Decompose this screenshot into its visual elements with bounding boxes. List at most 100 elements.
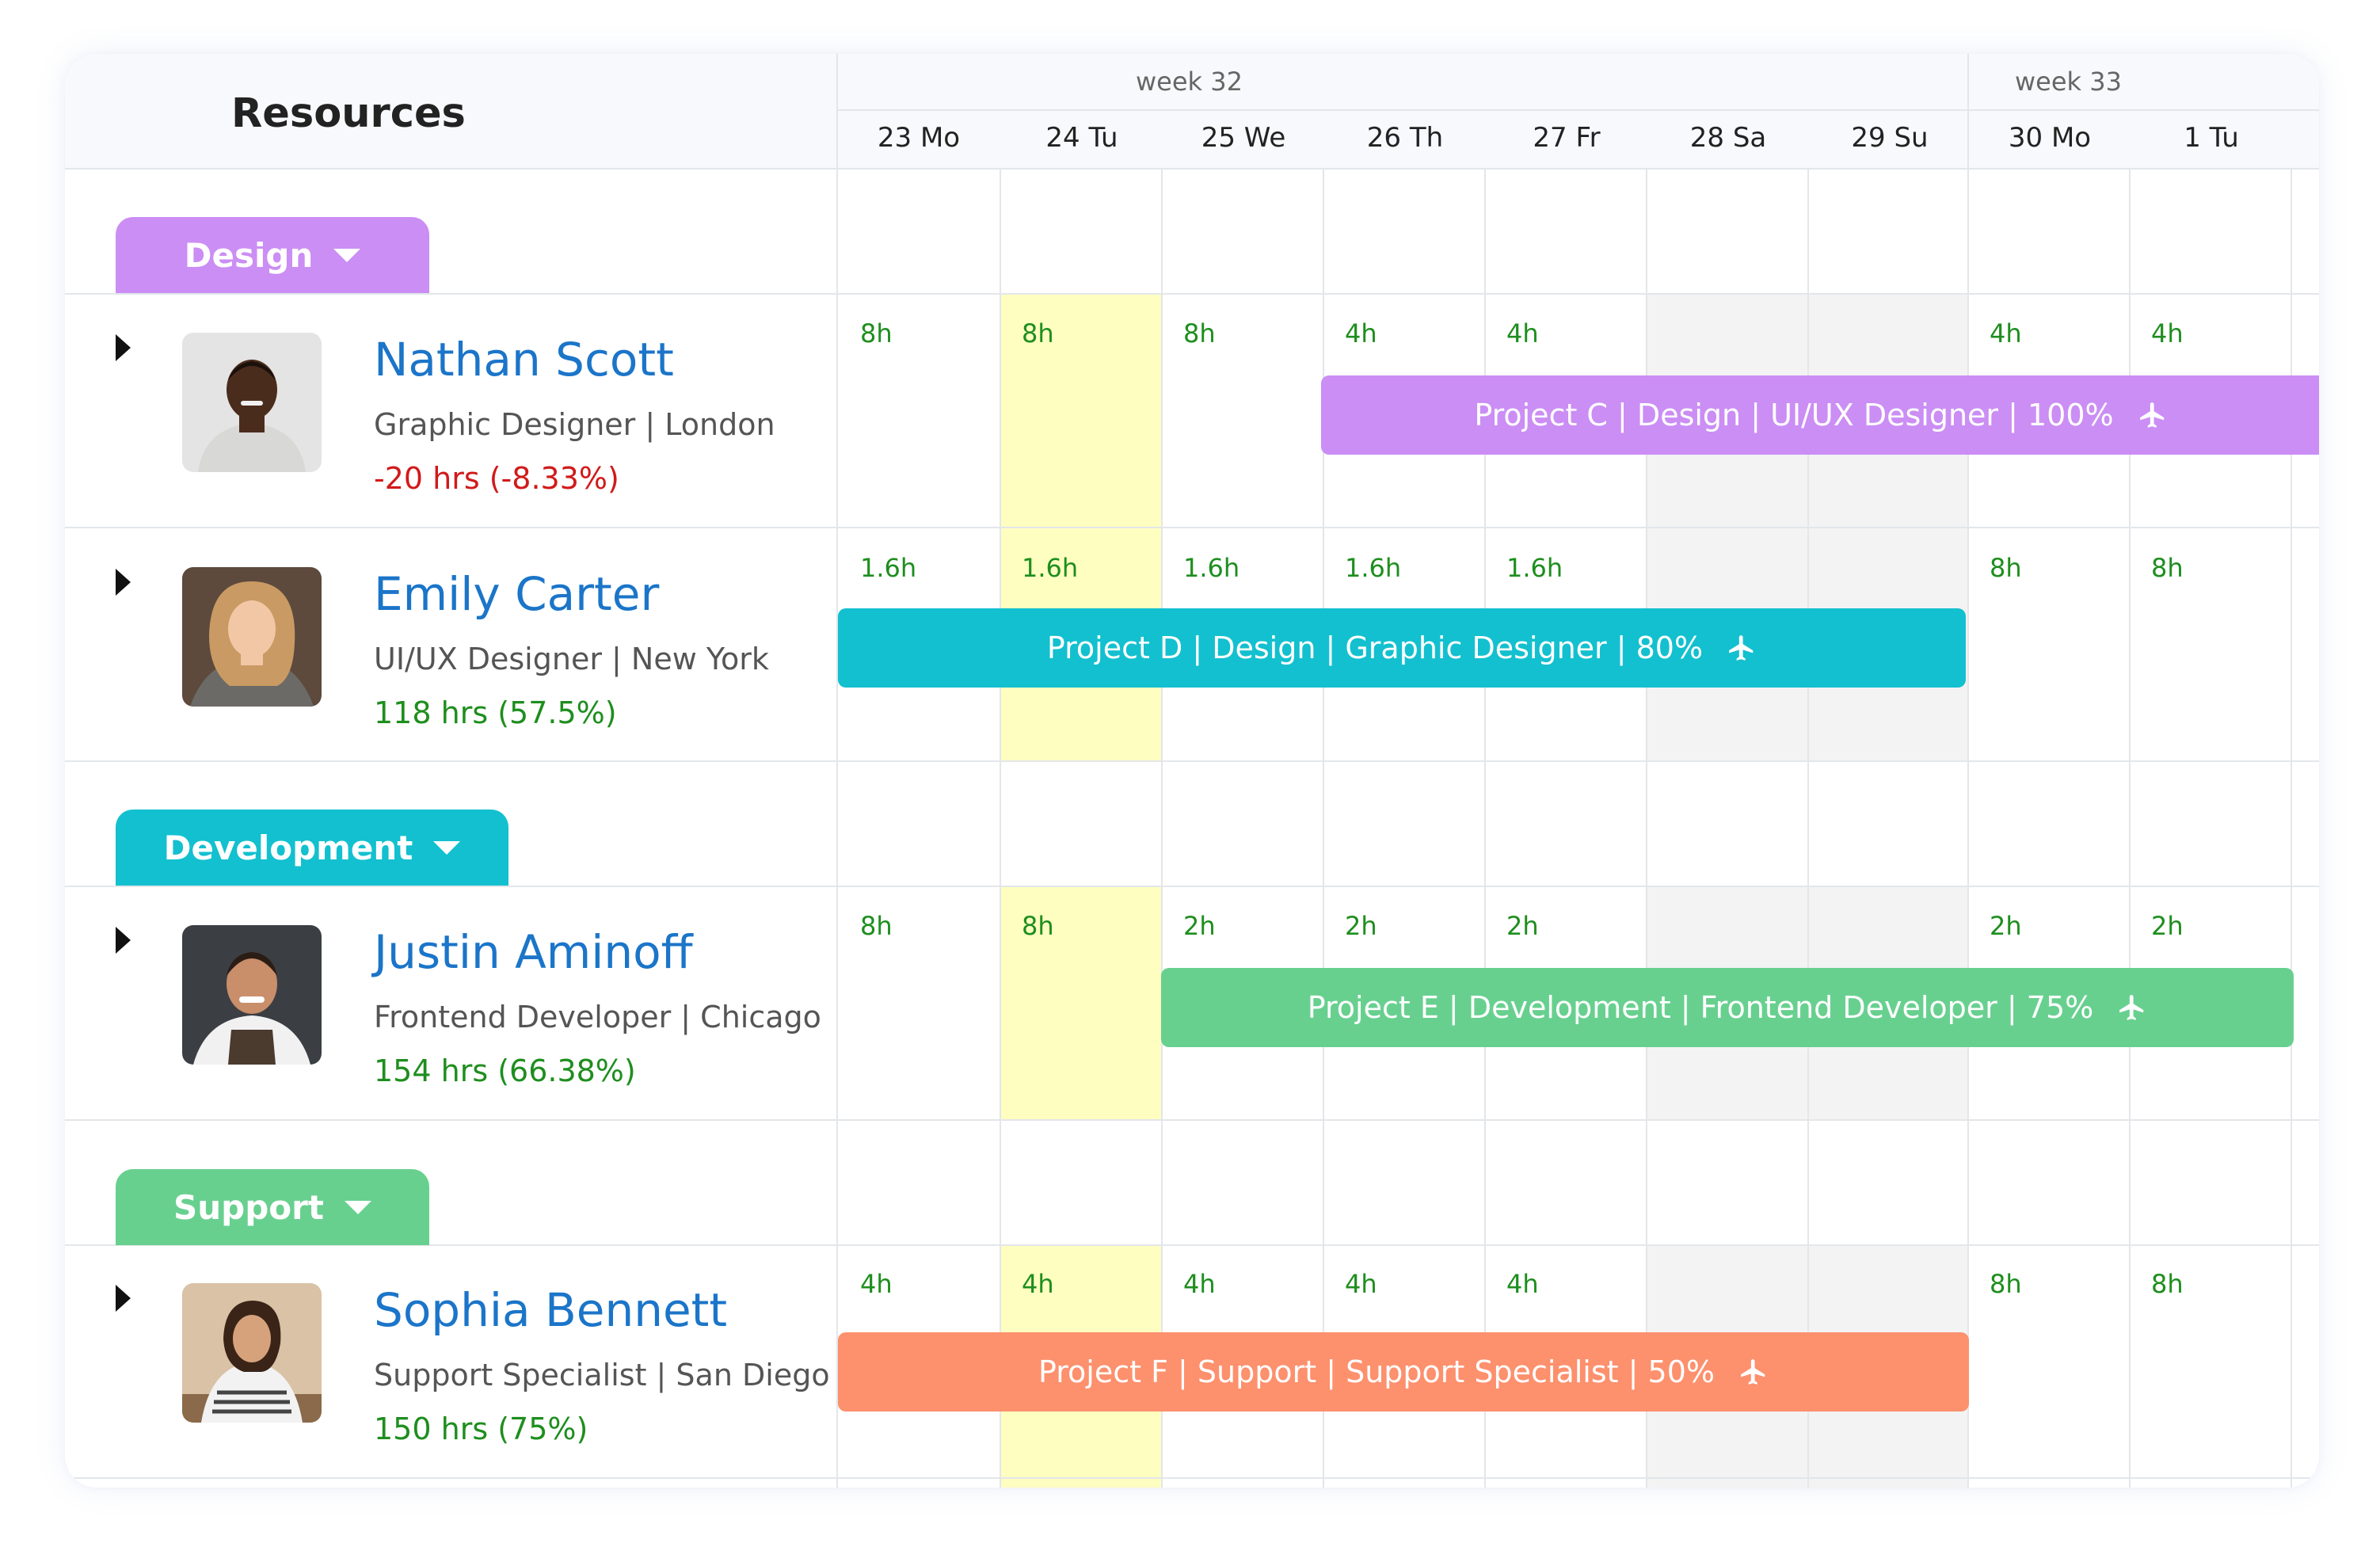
- project-bar[interactable]: Project E | Development | Frontend Devel…: [1161, 968, 2294, 1047]
- hours-cell: 4h: [1183, 1269, 1216, 1299]
- day-header: 23 Mo: [877, 122, 961, 154]
- day-header: 24 Tu: [1045, 122, 1118, 154]
- resource-utilization: 154 hrs (66.38%): [374, 1053, 636, 1088]
- grid-vline: [1161, 169, 1163, 1488]
- header-week-divider: [838, 109, 2319, 111]
- today-column-highlight: [1001, 295, 1163, 1488]
- hours-cell: 8h: [1022, 911, 1054, 941]
- day-header: 25 We: [1201, 122, 1286, 154]
- hours-cell: 4h: [1022, 1269, 1054, 1299]
- expand-row-icon[interactable]: [116, 1285, 131, 1312]
- resource-role: UI/UX Designer | New York: [374, 642, 769, 676]
- grid-vline: [1323, 169, 1324, 1488]
- avatar: [182, 1283, 322, 1423]
- group-pill-development[interactable]: Development: [116, 810, 508, 886]
- hours-cell: 4h: [860, 1269, 893, 1299]
- group-label: Design: [184, 235, 314, 275]
- grid-vline: [1807, 169, 1809, 1488]
- group-pill-design[interactable]: Design: [116, 217, 429, 293]
- airplane-icon: [1729, 635, 1754, 661]
- timeline-header: [65, 54, 2319, 169]
- row-divider: [65, 886, 2319, 887]
- grid-vline: [2291, 169, 2292, 1488]
- resource-name[interactable]: Emily Carter: [374, 567, 660, 621]
- hours-cell: 4h: [1345, 1269, 1377, 1299]
- week-label: week 33: [2015, 67, 2122, 97]
- day-header: 28 Sa: [1689, 122, 1767, 154]
- project-bar[interactable]: Project D | Design | Graphic Designer | …: [838, 608, 1966, 688]
- project-bar[interactable]: Project F | Support | Support Specialist…: [838, 1332, 1969, 1412]
- hours-cell: 2h: [1990, 911, 2022, 941]
- expand-row-icon[interactable]: [116, 569, 131, 596]
- grid-vline: [1646, 169, 1647, 1488]
- row-divider: [65, 293, 2319, 295]
- grid-vline: [1484, 169, 1486, 1488]
- hours-cell: 1.6h: [1183, 553, 1240, 583]
- hours-cell: 4h: [1506, 318, 1539, 349]
- airplane-icon: [2139, 402, 2164, 428]
- chevron-down-icon: [433, 840, 461, 855]
- hours-cell: 4h: [1506, 1269, 1539, 1299]
- hours-cell: 8h: [860, 911, 893, 941]
- airplane-icon: [2119, 995, 2144, 1020]
- grid-vline: [1000, 169, 1001, 1488]
- hours-cell: 1.6h: [860, 553, 917, 583]
- hours-cell: 2h: [1183, 911, 1216, 941]
- hours-cell: 4h: [1345, 318, 1377, 349]
- hours-cell: 2h: [1506, 911, 1539, 941]
- hours-cell: 8h: [1022, 318, 1054, 349]
- hours-cell: 8h: [1990, 553, 2022, 583]
- hours-cell: 1.6h: [1022, 553, 1079, 583]
- hours-cell: 8h: [860, 318, 893, 349]
- avatar: [182, 567, 322, 707]
- resource-column-divider: [836, 54, 838, 1488]
- row-divider: [65, 1477, 2319, 1479]
- expand-row-icon[interactable]: [116, 334, 131, 361]
- row-divider: [65, 527, 2319, 528]
- hours-cell: 4h: [2151, 318, 2184, 349]
- row-divider: [65, 1244, 2319, 1246]
- chevron-down-icon: [344, 1200, 371, 1214]
- group-label: Support: [173, 1187, 324, 1227]
- resource-name[interactable]: Sophia Bennett: [374, 1283, 728, 1337]
- avatar: [182, 925, 322, 1065]
- expand-row-icon[interactable]: [116, 927, 131, 954]
- row-divider: [65, 760, 2319, 762]
- header-bottom-border: [65, 168, 2319, 170]
- week-divider: [1967, 54, 1969, 1488]
- row-divider: [65, 1119, 2319, 1121]
- day-header: 30 Mo: [2008, 122, 2092, 154]
- hours-cell: 4h: [1990, 318, 2022, 349]
- resource-utilization: 118 hrs (57.5%): [374, 695, 617, 730]
- chevron-down-icon: [333, 248, 361, 262]
- grid-vline: [2129, 169, 2131, 1488]
- hours-cell: 1.6h: [1506, 553, 1563, 583]
- project-bar-label: Project C | Design | UI/UX Designer | 10…: [1474, 398, 2114, 432]
- group-pill-support[interactable]: Support: [116, 1169, 429, 1245]
- group-label: Development: [163, 828, 413, 867]
- project-bar[interactable]: Project C | Design | UI/UX Designer | 10…: [1321, 375, 2319, 455]
- resource-name[interactable]: Nathan Scott: [374, 333, 674, 387]
- hours-cell: 2h: [1345, 911, 1377, 941]
- hours-cell: 8h: [2151, 1269, 2184, 1299]
- hours-cell: 2h: [2151, 911, 2184, 941]
- airplane-icon: [1741, 1359, 1765, 1385]
- project-bar-label: Project F | Support | Support Specialist…: [1038, 1354, 1715, 1389]
- resources-title: Resources: [231, 90, 466, 137]
- group-row-support-timeline: [838, 1120, 2319, 1245]
- resource-role: Frontend Developer | Chicago: [374, 1000, 821, 1034]
- hours-cell: 1.6h: [1345, 553, 1402, 583]
- day-header: 27 Fr: [1533, 122, 1601, 154]
- day-header: 29 Su: [1851, 122, 1929, 154]
- project-bar-label: Project D | Design | Graphic Designer | …: [1046, 631, 1704, 665]
- resource-role: Graphic Designer | London: [374, 407, 775, 442]
- resource-role: Support Specialist | San Diego: [374, 1358, 830, 1392]
- project-bar-label: Project E | Development | Frontend Devel…: [1307, 990, 2094, 1025]
- day-header: 1 Tu: [2184, 122, 2239, 154]
- avatar: [182, 333, 322, 472]
- resource-name[interactable]: Justin Aminoff: [374, 925, 693, 979]
- resource-scheduler: Resources week 32 week 33 23 Mo 24 Tu 25…: [65, 54, 2319, 1488]
- hours-cell: 8h: [1183, 318, 1216, 349]
- hours-cell: 8h: [1990, 1269, 2022, 1299]
- week-label: week 32: [1136, 67, 1243, 97]
